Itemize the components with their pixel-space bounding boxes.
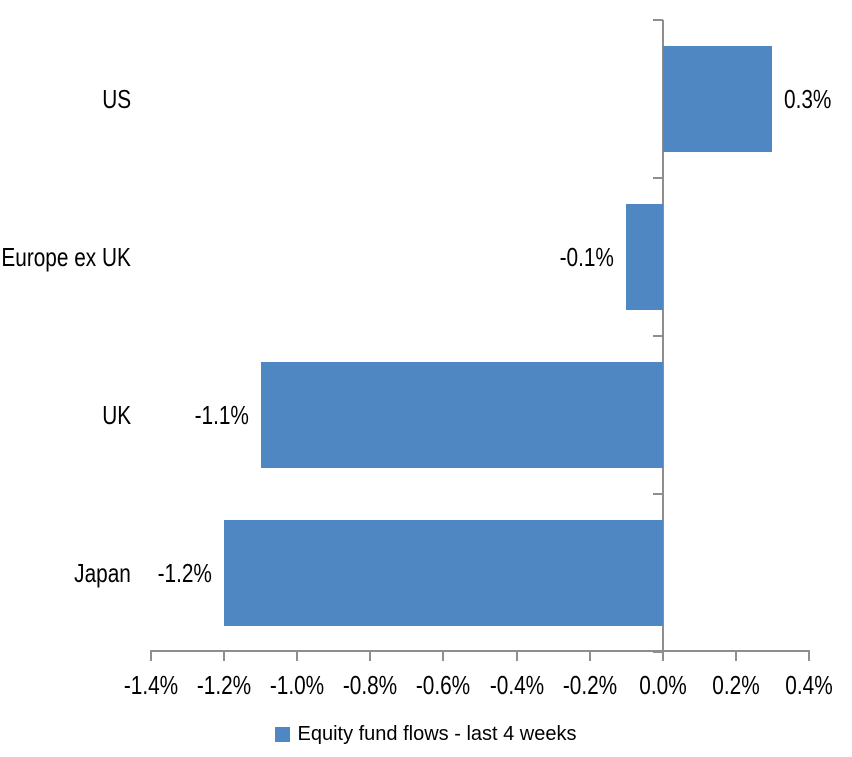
category-label-us: US <box>102 84 131 114</box>
x-axis-tick <box>296 650 299 661</box>
category-axis-tick <box>652 19 663 21</box>
x-axis-tick-label: -0.8% <box>343 670 398 700</box>
legend-label: Equity fund flows - last 4 weeks <box>297 723 577 745</box>
x-axis-tick-label: -0.6% <box>416 670 471 700</box>
category-label-uk: UK <box>102 400 131 430</box>
plot-area: -1.4% -1.2% -1.0% -0.8% -0.6% -0.4% -0.2% 0.0% 0… <box>2 19 833 698</box>
bar-uk <box>260 362 663 468</box>
x-axis-tick-label: 0.2% <box>712 670 760 700</box>
category-label-japan: Japan <box>74 558 131 588</box>
x-axis-tick <box>588 650 591 661</box>
category-label-europe-ex-uk: Europe ex UK <box>1 242 132 272</box>
value-label-us: 0.3% <box>784 84 832 114</box>
x-axis-tick-label: -1.2% <box>196 670 252 700</box>
x-axis-tick-label: -1.0% <box>270 670 325 700</box>
x-axis-tick-label: -0.4% <box>489 670 544 700</box>
value-label-uk: -1.1% <box>194 400 249 430</box>
bar-japan <box>224 520 663 626</box>
x-axis-tick <box>515 650 518 661</box>
x-axis-tick <box>808 650 810 661</box>
zero-axis-line <box>661 20 664 652</box>
x-axis-tick <box>150 650 152 661</box>
x-axis-tick-label: 0.4% <box>785 670 833 700</box>
value-label-europe-ex-uk: -0.1% <box>559 242 615 272</box>
bar-europe-ex-uk <box>626 204 663 310</box>
x-axis-line <box>150 650 810 652</box>
category-axis-tick <box>652 651 663 653</box>
category-axis-tick <box>652 335 663 337</box>
category-axis-tick <box>652 493 663 495</box>
x-axis-tick-label: -1.4% <box>123 670 179 700</box>
x-axis-tick <box>223 650 226 661</box>
legend: Equity fund flows - last 4 weeks <box>0 722 852 746</box>
x-axis-tick <box>442 650 445 661</box>
x-axis-tick <box>369 650 372 661</box>
bar-us <box>662 46 773 152</box>
value-label-japan: -1.2% <box>157 558 213 588</box>
category-axis-tick <box>652 177 663 179</box>
legend-marker-icon <box>275 726 291 742</box>
x-axis-tick <box>661 650 664 661</box>
x-axis-tick-label: 0.0% <box>639 670 687 700</box>
x-axis-tick-label: -0.2% <box>562 670 617 700</box>
x-axis-tick <box>734 650 737 661</box>
